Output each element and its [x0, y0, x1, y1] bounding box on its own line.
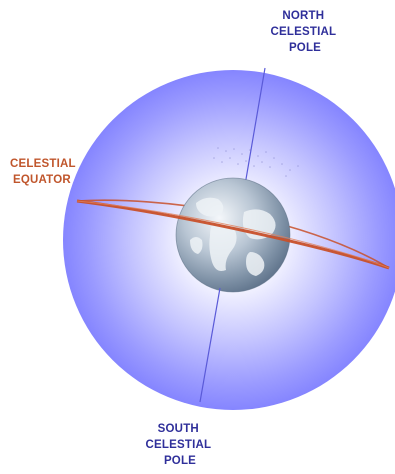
north-pole-label: NORTH CELESTIAL POLE — [271, 10, 340, 54]
star-field — [213, 147, 299, 177]
south-axis-line — [199, 287, 221, 403]
north-axis-line — [244, 67, 266, 186]
earth-globe-icon — [175, 177, 291, 293]
celestial-equator-label: CELESTIAL EQUATOR — [10, 158, 79, 186]
celestial-equator-ring-front — [76, 199, 390, 270]
south-pole-label: SOUTH CELESTIAL POLE — [146, 423, 215, 467]
